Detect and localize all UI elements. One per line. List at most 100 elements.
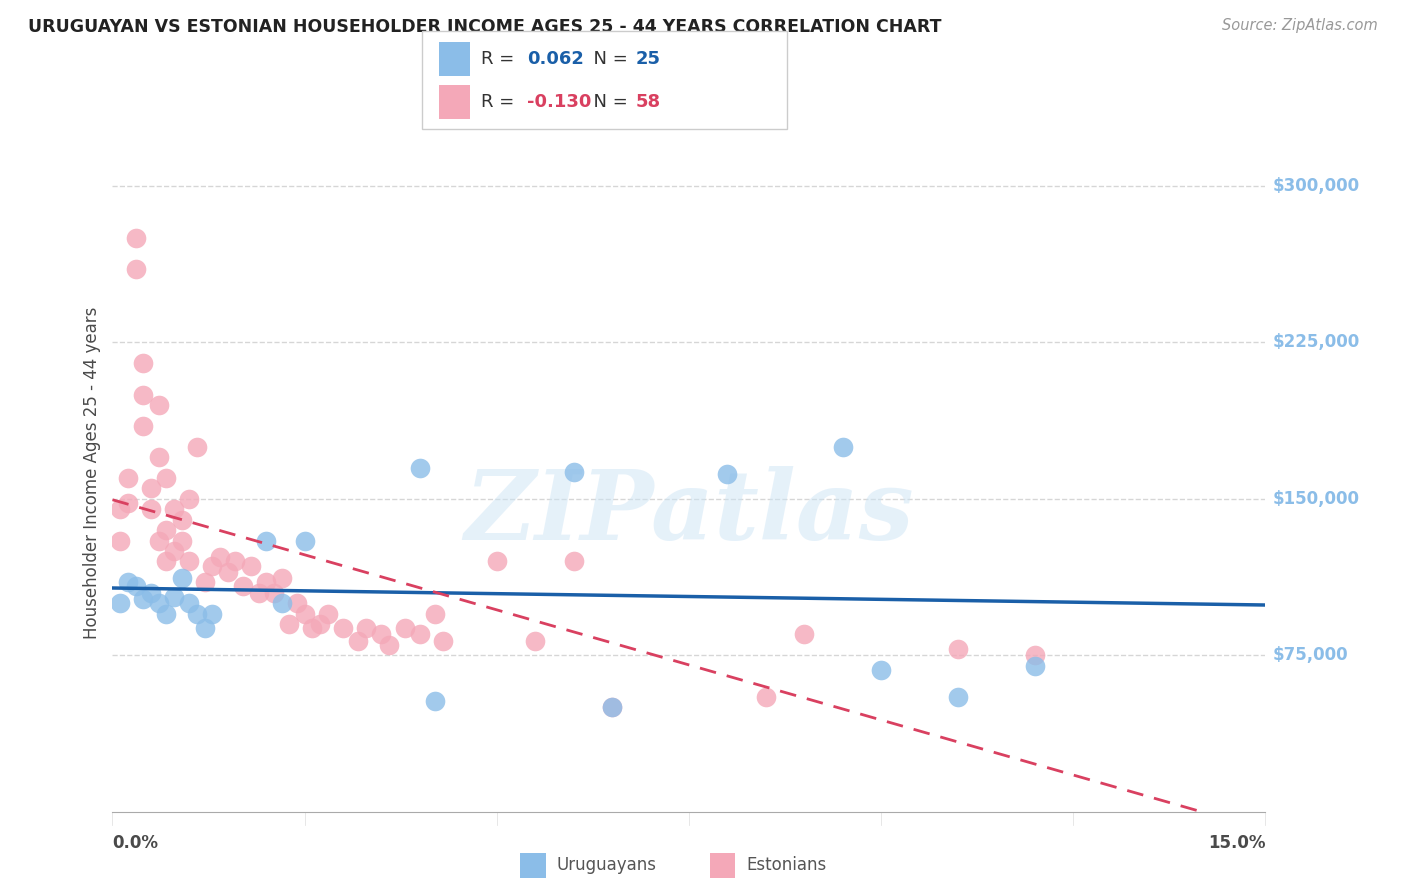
Text: R =: R = [481, 50, 520, 68]
Point [793, 627, 815, 641]
Point [224, 554, 246, 568]
Point [263, 585, 285, 599]
Point [148, 596, 170, 610]
Point [562, 465, 585, 479]
Point [285, 596, 308, 610]
Text: R =: R = [481, 93, 520, 111]
Text: $300,000: $300,000 [1272, 177, 1360, 195]
Text: 15.0%: 15.0% [1208, 834, 1265, 852]
Point [124, 262, 146, 277]
Point [108, 533, 131, 548]
Point [139, 502, 162, 516]
Text: ZIPatlas: ZIPatlas [464, 467, 914, 560]
Point [209, 550, 232, 565]
Point [217, 565, 239, 579]
Point [600, 700, 623, 714]
Point [117, 471, 139, 485]
Point [108, 502, 131, 516]
Point [294, 607, 316, 621]
Text: URUGUAYAN VS ESTONIAN HOUSEHOLDER INCOME AGES 25 - 44 YEARS CORRELATION CHART: URUGUAYAN VS ESTONIAN HOUSEHOLDER INCOME… [28, 18, 942, 36]
Point [132, 356, 155, 370]
Point [148, 533, 170, 548]
Point [132, 591, 155, 606]
Point [163, 502, 186, 516]
Point [394, 621, 416, 635]
Point [378, 638, 401, 652]
Point [370, 627, 392, 641]
Point [155, 607, 177, 621]
Point [347, 633, 370, 648]
Point [294, 533, 316, 548]
Point [139, 585, 162, 599]
Point [716, 467, 738, 481]
Point [170, 513, 193, 527]
Text: $150,000: $150,000 [1272, 490, 1360, 508]
Point [270, 571, 292, 585]
Point [170, 533, 193, 548]
Text: Uruguayans: Uruguayans [557, 856, 657, 874]
Point [148, 398, 170, 412]
Text: N =: N = [582, 50, 634, 68]
Point [139, 482, 162, 496]
Point [117, 575, 139, 590]
Point [354, 621, 377, 635]
Text: -0.130: -0.130 [527, 93, 592, 111]
Point [332, 621, 354, 635]
Point [755, 690, 778, 704]
Point [409, 460, 432, 475]
Point [524, 633, 547, 648]
Point [309, 617, 332, 632]
Point [270, 596, 292, 610]
Point [946, 642, 969, 657]
Point [278, 617, 301, 632]
Point [485, 554, 508, 568]
Point [148, 450, 170, 464]
Point [117, 496, 139, 510]
Point [201, 558, 224, 573]
Text: $225,000: $225,000 [1272, 334, 1360, 351]
Point [124, 231, 146, 245]
Point [1024, 658, 1046, 673]
Point [562, 554, 585, 568]
Text: $75,000: $75,000 [1272, 647, 1348, 665]
Text: 25: 25 [636, 50, 661, 68]
Point [232, 579, 254, 593]
Text: 58: 58 [636, 93, 661, 111]
Point [946, 690, 969, 704]
Y-axis label: Householder Income Ages 25 - 44 years: Householder Income Ages 25 - 44 years [83, 307, 101, 639]
Point [186, 607, 208, 621]
Point [179, 596, 201, 610]
Point [1024, 648, 1046, 663]
Point [170, 571, 193, 585]
Point [132, 418, 155, 433]
Point [409, 627, 432, 641]
Point [179, 554, 201, 568]
Point [201, 607, 224, 621]
Text: Estonians: Estonians [747, 856, 827, 874]
Point [254, 533, 277, 548]
Point [108, 596, 131, 610]
Point [163, 544, 186, 558]
Point [155, 554, 177, 568]
Text: 0.0%: 0.0% [112, 834, 159, 852]
Point [254, 575, 277, 590]
Point [179, 491, 201, 506]
Point [186, 440, 208, 454]
Point [247, 585, 270, 599]
Text: Source: ZipAtlas.com: Source: ZipAtlas.com [1222, 18, 1378, 33]
Point [239, 558, 262, 573]
Point [870, 663, 893, 677]
Point [155, 523, 177, 537]
Point [425, 694, 447, 708]
Point [194, 621, 217, 635]
Point [316, 607, 339, 621]
Point [600, 700, 623, 714]
Text: 0.062: 0.062 [527, 50, 583, 68]
Point [155, 471, 177, 485]
Point [432, 633, 454, 648]
Point [124, 579, 146, 593]
Point [194, 575, 217, 590]
Point [163, 590, 186, 604]
Point [132, 387, 155, 401]
Point [301, 621, 323, 635]
